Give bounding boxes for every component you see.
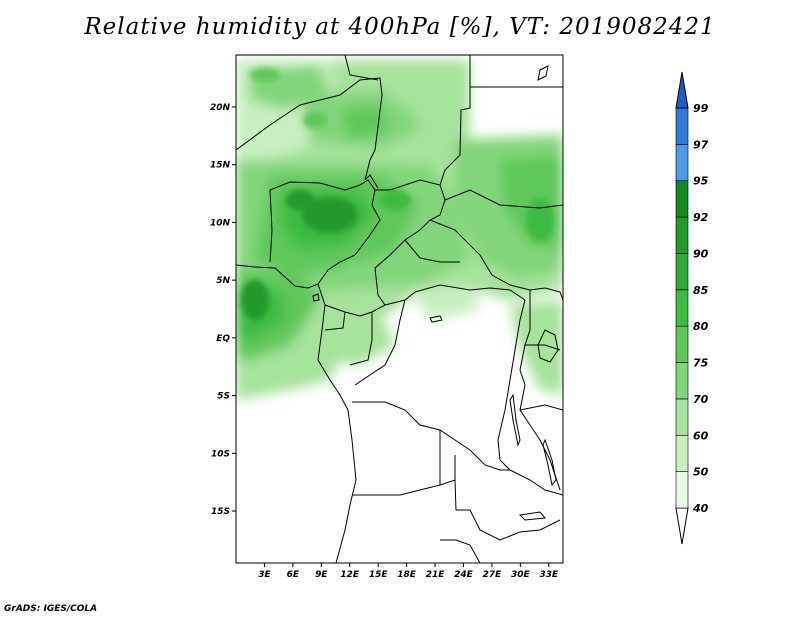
colorbar-swatch xyxy=(675,289,689,327)
colorbar-level-label: 95 xyxy=(693,175,709,188)
colorbar: 40 50 60 70 75 80 85 90 92 95 97 99 xyxy=(675,71,709,545)
map-frame xyxy=(235,54,564,564)
lon-tick-label: 9E xyxy=(315,570,328,580)
lon-tick-label: 30E xyxy=(511,570,531,580)
colorbar-under-triangle xyxy=(675,507,689,545)
lat-tick-label: 20N xyxy=(210,103,231,113)
lon-tick-label: 33E xyxy=(539,570,559,580)
colorbar-over-triangle xyxy=(675,71,689,109)
colorbar-swatch xyxy=(675,362,689,400)
colorbar-level-label: 85 xyxy=(693,284,709,297)
lat-tick-label: 5N xyxy=(216,276,230,286)
lon-tick-label: 18E xyxy=(397,570,417,580)
lat-tick-label: 5S xyxy=(217,392,230,402)
lon-tick-label: 21E xyxy=(426,570,446,580)
map-title: Relative humidity at 400hPa [%], VT: 201… xyxy=(84,14,716,40)
colorbar-swatch xyxy=(675,180,689,218)
lon-tick-label: 6E xyxy=(287,570,300,580)
lon-tick-label: 3E xyxy=(258,570,271,580)
colorbar-level-label: 70 xyxy=(693,393,709,406)
lat-tick-label: EQ xyxy=(216,334,230,344)
colorbar-level-label: 92 xyxy=(693,211,709,224)
colorbar-level-label: 99 xyxy=(693,102,709,115)
credit-label: GrADS: IGES/COLA xyxy=(4,604,98,614)
colorbar-level-label: 60 xyxy=(693,429,709,442)
country-boundaries xyxy=(236,55,563,563)
colorbar-level-label: 97 xyxy=(693,138,709,151)
colorbar-swatch xyxy=(675,434,689,472)
colorbar-level-label: 50 xyxy=(693,466,709,479)
lat-tick-label: 15N xyxy=(210,161,231,171)
latitude-axis: 20N 15N 10N 5N EQ 5S 10S 15S xyxy=(210,103,236,517)
colorbar-swatch xyxy=(675,471,689,509)
lat-tick-label: 10S xyxy=(211,449,230,459)
colorbar-swatch xyxy=(675,325,689,363)
colorbar-swatch xyxy=(675,107,689,145)
colorbar-level-label: 75 xyxy=(693,357,709,370)
lon-tick-label: 12E xyxy=(340,570,360,580)
lat-tick-label: 15S xyxy=(211,507,230,517)
lat-tick-label: 10N xyxy=(210,218,231,228)
colorbar-level-label: 90 xyxy=(693,247,709,260)
colorbar-level-label: 40 xyxy=(692,502,709,515)
colorbar-swatch xyxy=(675,216,689,254)
longitude-axis: 3E 6E 9E 12E 15E 18E 21E 24E 27E 30E 33E xyxy=(258,563,559,580)
lon-tick-label: 27E xyxy=(483,570,503,580)
colorbar-swatch xyxy=(675,398,689,436)
humidity-field xyxy=(236,55,563,563)
lon-tick-label: 24E xyxy=(454,570,474,580)
colorbar-swatch xyxy=(675,253,689,291)
colorbar-level-label: 80 xyxy=(693,320,709,333)
lon-tick-label: 15E xyxy=(369,570,389,580)
colorbar-swatch xyxy=(675,144,689,182)
